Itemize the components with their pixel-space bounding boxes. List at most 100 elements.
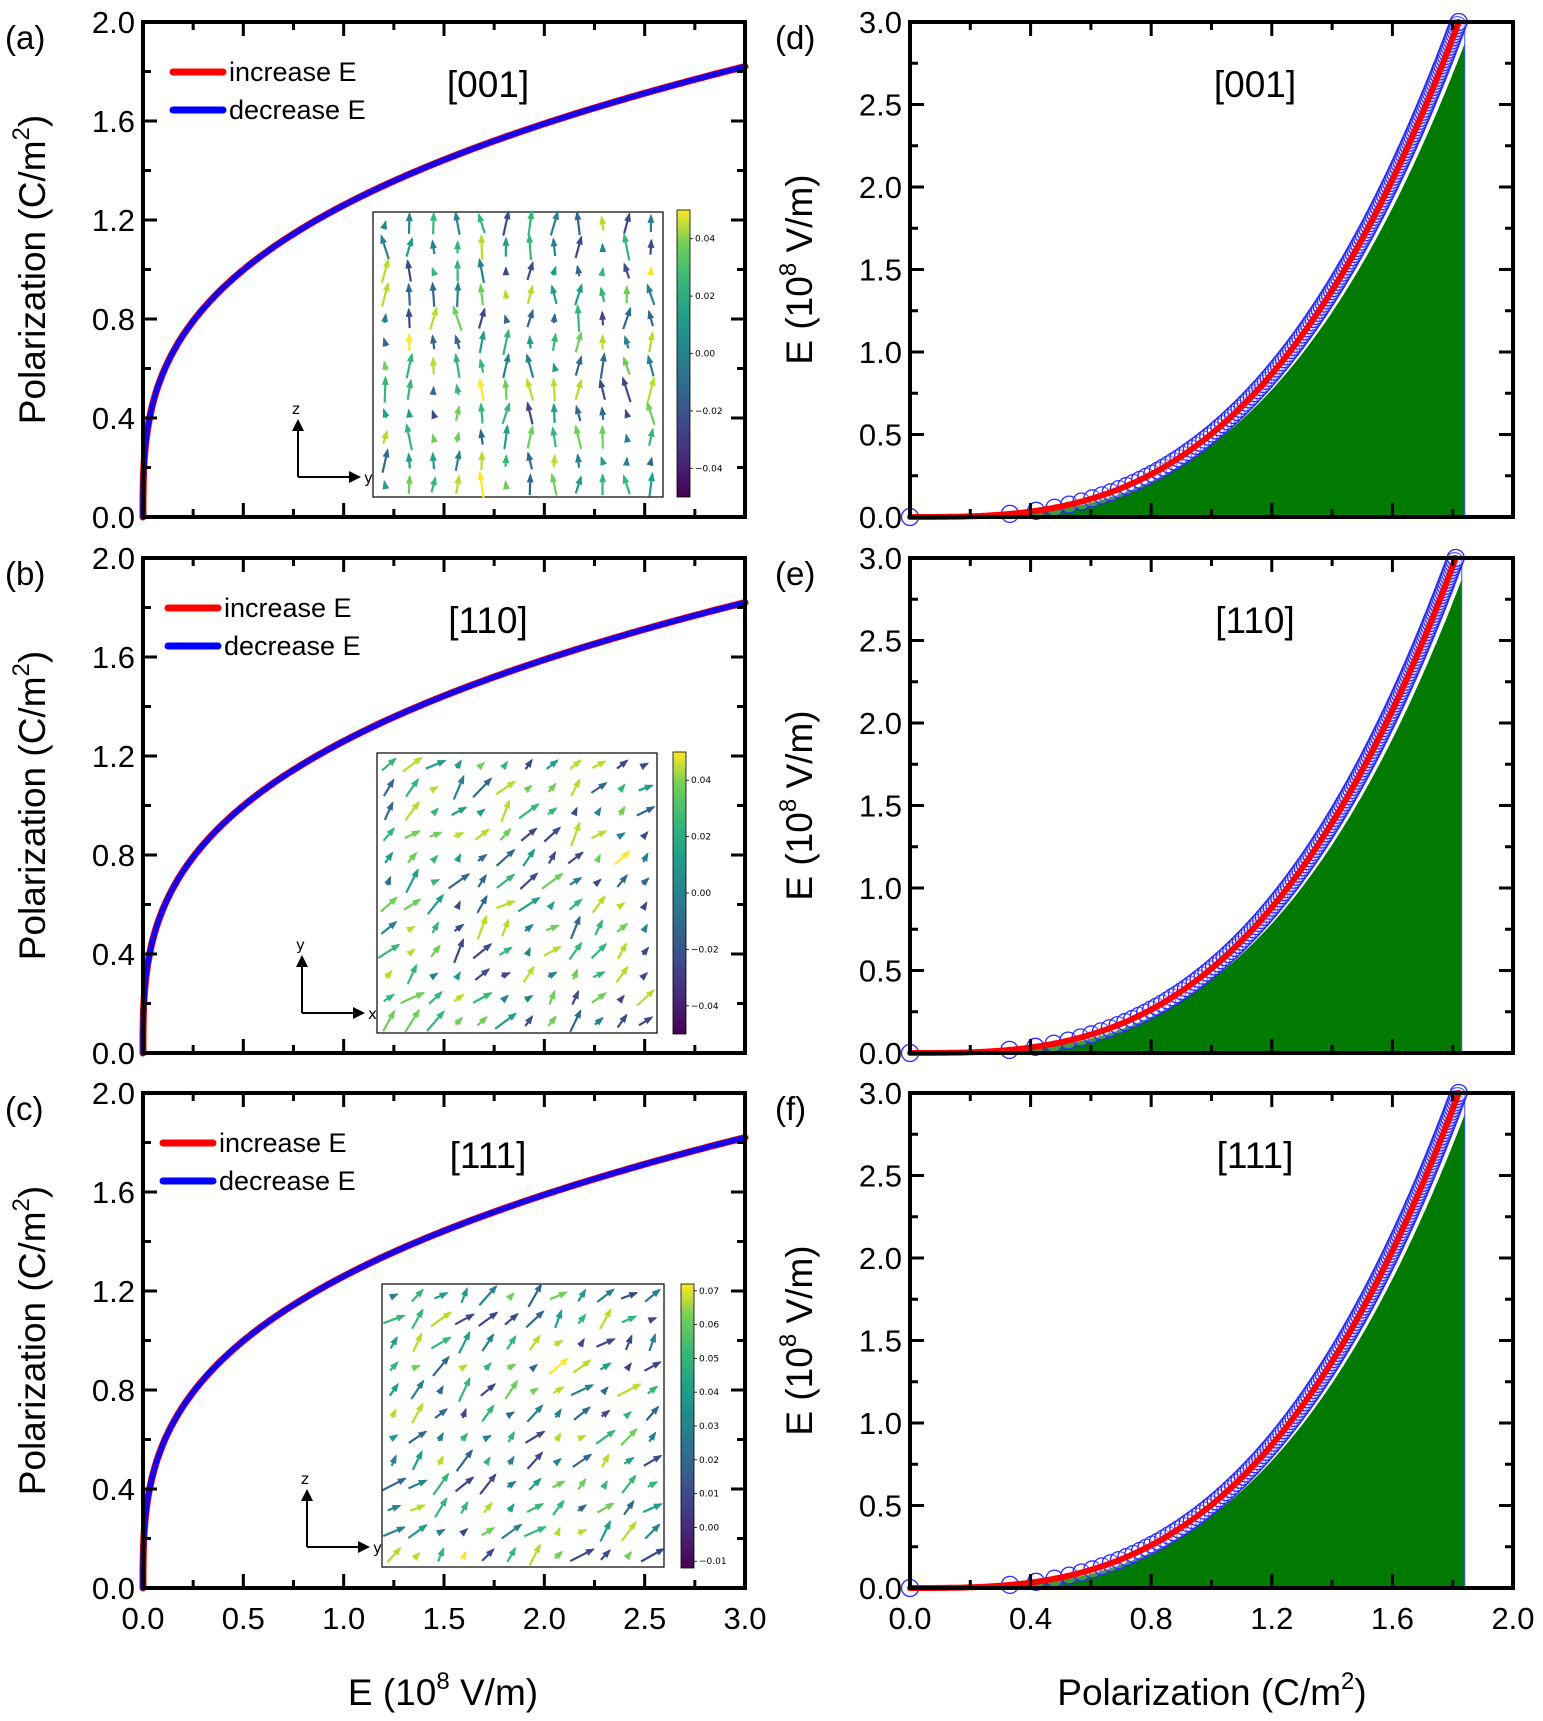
colorbar-tick-label: 0.01 <box>699 1490 719 1500</box>
x-tick-label: 1.6 <box>1371 1601 1414 1636</box>
arrow-head <box>412 1008 420 1019</box>
quiver-arrow <box>478 330 486 354</box>
arrow-head <box>501 972 512 979</box>
quiver-arrow <box>436 1431 444 1442</box>
quiver-arrow <box>640 946 650 956</box>
quiver-arrow <box>526 451 534 470</box>
quiver-arrow <box>504 1379 519 1400</box>
arrow-head <box>582 1359 592 1368</box>
quiver-arrow <box>402 756 423 773</box>
arrow-head <box>523 994 534 1003</box>
arrow-head <box>534 1503 545 1511</box>
quiver-arrow <box>382 408 390 419</box>
quiver-arrow <box>574 283 583 306</box>
quiver-arrow <box>572 1453 593 1468</box>
arrow-head <box>605 1502 615 1511</box>
arrow-head <box>572 876 583 885</box>
quiver-arrow <box>647 213 655 233</box>
arrow-head <box>454 474 462 485</box>
y-tick-label: 1.2 <box>92 203 135 238</box>
y-tick-label: 1.0 <box>859 871 902 906</box>
quiver-arrow <box>621 376 632 403</box>
arrow-head <box>628 1292 639 1299</box>
arrow-head <box>602 1362 612 1371</box>
quiver-arrow <box>429 281 437 307</box>
arrow-head <box>405 452 413 462</box>
quiver-arrow <box>405 452 413 469</box>
quiver-arrow <box>411 1364 422 1372</box>
quiver-arrow <box>431 409 439 420</box>
arrow-head <box>552 826 562 836</box>
y-tick-label: 1.6 <box>92 1175 135 1210</box>
quiver-arrow <box>591 992 608 1004</box>
quiver-arrow <box>546 759 559 770</box>
quiver-arrow <box>482 1456 491 1466</box>
quiver-arrow <box>430 334 437 350</box>
quiver-arrow <box>405 307 413 329</box>
arrow-head <box>478 853 488 863</box>
quiver-arrow <box>616 874 628 888</box>
inset-quiver <box>376 752 658 1034</box>
quiver-arrow <box>623 1550 633 1561</box>
arrow-head <box>647 427 655 438</box>
arrow-head <box>619 874 628 884</box>
x-tick-label: 0.0 <box>888 1601 931 1636</box>
arrow-head <box>415 1450 423 1460</box>
arrow-head <box>453 352 461 363</box>
quiver-arrow <box>431 921 440 934</box>
arrow-head <box>441 1355 450 1365</box>
panel-label: (a) <box>5 19 45 56</box>
arrow-head <box>575 264 583 275</box>
legend-label-increase: increase E <box>229 57 357 87</box>
arrow-head <box>575 453 582 463</box>
quiver-arrow <box>522 965 535 983</box>
arrow-head <box>622 232 630 243</box>
quiver-arrow <box>596 1502 615 1514</box>
quiver-arrow <box>616 922 629 933</box>
arrow-head <box>599 473 607 483</box>
arrow-head <box>639 901 648 911</box>
quiver-arrow <box>495 900 517 910</box>
quiver-arrow <box>406 925 416 934</box>
direction-label: [111] <box>1217 1135 1294 1176</box>
quiver-arrow <box>505 1291 515 1302</box>
quiver-arrow <box>405 282 413 306</box>
quiver-arrow <box>574 404 582 422</box>
quiver-arrow <box>552 1386 565 1394</box>
arrow-head <box>598 782 608 791</box>
arrow-head <box>533 1543 541 1554</box>
arrow-head <box>556 1499 565 1509</box>
quiver-arrow <box>616 759 629 770</box>
quiver-arrow <box>429 786 439 794</box>
arrow-head <box>435 893 445 904</box>
arrow-head <box>391 1504 402 1512</box>
colorbar-tick-label: −0.02 <box>695 407 723 417</box>
quiver-arrow <box>481 1548 495 1562</box>
legend: increase E decrease E <box>159 1128 356 1196</box>
arrow-head <box>603 1308 612 1318</box>
quiver-arrow <box>621 1315 638 1324</box>
arrow-head <box>646 265 654 276</box>
arrow-head <box>507 1430 516 1441</box>
quiver-arrow <box>601 1452 610 1468</box>
quiver-arrow <box>577 1313 587 1325</box>
quiver-arrow <box>494 1012 518 1030</box>
arrow-head <box>550 312 558 323</box>
quiver-arrow <box>520 827 538 842</box>
arrow-head <box>430 239 437 249</box>
quiver-arrow <box>380 220 387 230</box>
quiver-arrow <box>381 448 390 473</box>
quiver-arrow <box>381 429 389 445</box>
quiver-arrow <box>481 1527 496 1537</box>
arrow-head <box>436 1010 445 1020</box>
arrow-head <box>381 375 389 385</box>
quiver-arrow <box>430 1336 452 1350</box>
arrow-head <box>574 303 582 314</box>
quiver-arrow <box>502 266 510 276</box>
arrow-head <box>575 355 583 366</box>
quiver-arrow <box>577 1504 588 1513</box>
arrow-head <box>570 806 578 817</box>
arrow-head <box>477 377 485 388</box>
quiver-arrow <box>595 1429 617 1445</box>
arrow-head <box>488 1473 497 1483</box>
